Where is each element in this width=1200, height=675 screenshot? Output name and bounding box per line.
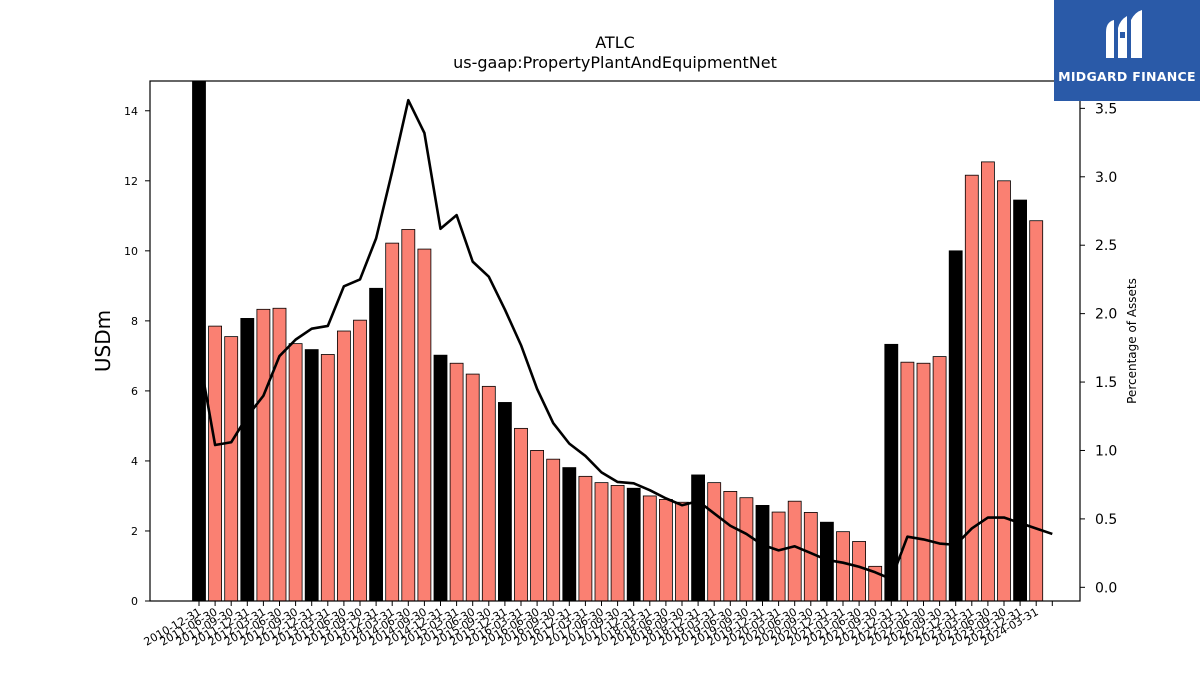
bar	[320, 354, 335, 602]
plot-frame	[149, 80, 1081, 602]
bar	[336, 330, 351, 602]
bar	[626, 487, 641, 602]
bar	[1029, 220, 1044, 602]
bars	[192, 80, 1044, 602]
bar	[385, 242, 400, 602]
bar	[449, 362, 464, 602]
bar	[465, 373, 480, 602]
bar	[417, 248, 432, 602]
bar	[836, 531, 850, 602]
bar	[546, 458, 561, 602]
bar	[481, 385, 496, 602]
bar	[691, 474, 705, 602]
bar	[900, 361, 915, 602]
bar	[288, 343, 303, 602]
chart-subtitle: us-gaap:PropertyPlantAndEquipmentNet	[453, 53, 777, 72]
y2-tick-label: 2.0	[1095, 307, 1117, 323]
bar	[852, 541, 866, 602]
y-tick-label: 2	[131, 525, 138, 538]
bar	[916, 362, 931, 602]
bar	[530, 450, 544, 602]
y2-tick-label: 0.5	[1095, 512, 1117, 528]
bar	[771, 511, 786, 602]
y-tick-label: 10	[124, 245, 138, 258]
bar	[739, 497, 754, 602]
bar	[304, 349, 319, 602]
bar	[787, 500, 802, 602]
bar	[723, 490, 738, 602]
y-tick-label: 0	[131, 595, 138, 608]
bar	[497, 402, 512, 602]
percentage-line	[197, 98, 1053, 581]
x-axis: 2010-12-312011-06-302011-09-302011-12-31…	[142, 601, 1053, 649]
bar	[192, 80, 206, 602]
y-axis-right: 0.0 0.5 1.0 1.5 2.0 2.5 3.0 3.5	[1080, 101, 1117, 596]
y2-tick-label: 3.0	[1095, 170, 1117, 186]
bar	[707, 482, 722, 602]
line-layer	[197, 98, 1053, 581]
bar	[803, 512, 818, 602]
bar	[884, 343, 899, 602]
y-axis-label: USDm	[91, 310, 115, 372]
bar	[401, 229, 416, 602]
y-axis-left: 0 2 4 6 8 10 12 14	[124, 105, 150, 608]
bar	[578, 475, 593, 602]
y-tick-label: 8	[131, 315, 138, 328]
bar	[659, 499, 673, 602]
bar	[1013, 199, 1027, 602]
bar	[224, 336, 239, 602]
bar	[948, 250, 963, 602]
bar	[997, 180, 1011, 602]
y2-axis-label: Percentage of Assets	[1125, 278, 1139, 404]
bar	[369, 287, 384, 602]
bar	[256, 308, 271, 602]
bar	[514, 427, 528, 602]
y-tick-label: 14	[124, 105, 138, 118]
bar	[981, 161, 995, 602]
y2-tick-label: 1.0	[1095, 443, 1117, 459]
bar	[610, 485, 625, 602]
bar	[208, 325, 223, 602]
bar	[433, 354, 448, 602]
y2-tick-label: 0.0	[1095, 580, 1117, 596]
bar	[755, 504, 770, 602]
bar	[562, 467, 577, 602]
logo: MIDGARD FINANCE	[1054, 0, 1200, 101]
logo-text: MIDGARD FINANCE	[1058, 69, 1196, 84]
y2-tick-label: 3.5	[1095, 101, 1117, 117]
bar	[675, 501, 689, 602]
y2-tick-label: 2.5	[1095, 238, 1117, 254]
y-tick-label: 4	[131, 455, 138, 468]
bar	[964, 174, 979, 602]
y-tick-label: 6	[131, 385, 138, 398]
bar	[642, 495, 657, 602]
y-tick-label: 12	[124, 175, 138, 188]
y2-tick-label: 1.5	[1095, 375, 1117, 391]
midgard-logo-icon	[1106, 10, 1142, 58]
bar	[353, 319, 367, 602]
bar	[240, 318, 255, 602]
chart-title: ATLC	[595, 33, 635, 52]
bar	[932, 356, 947, 602]
bar	[594, 482, 609, 602]
